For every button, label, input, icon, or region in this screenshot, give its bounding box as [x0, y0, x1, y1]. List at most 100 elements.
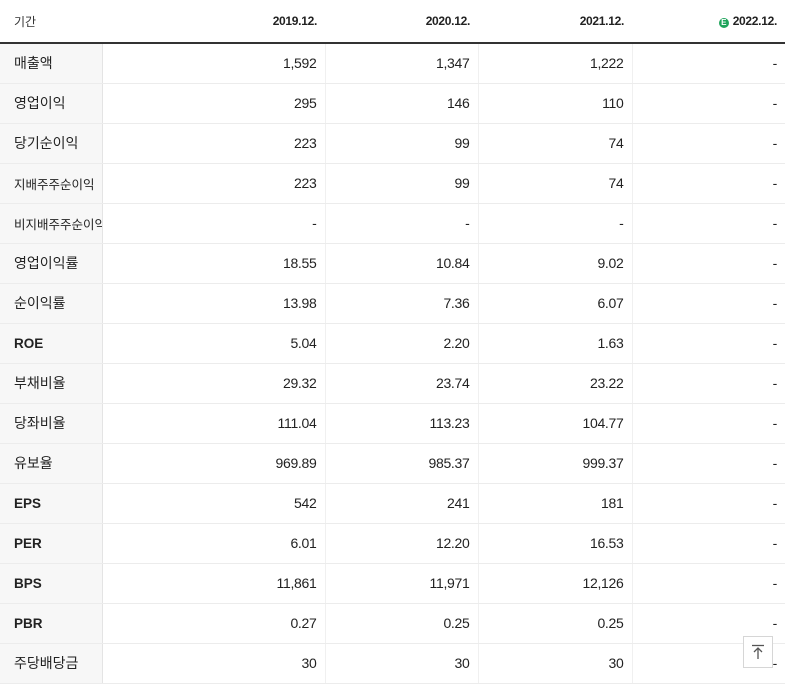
year-header: 2021.12.: [478, 0, 632, 44]
value-cell: 5.04: [101, 323, 325, 364]
value-cell: -: [631, 403, 785, 444]
value-cell: 1.63: [477, 323, 632, 364]
value-cell: 9.02: [477, 242, 632, 284]
scroll-to-top-button[interactable]: [743, 636, 773, 668]
row-label: PER: [0, 523, 103, 564]
value-cell: 30: [324, 642, 478, 684]
value-cell: 111.04: [101, 403, 325, 444]
arrow-up-to-top-icon: [752, 644, 764, 659]
value-cell: 12.20: [324, 523, 478, 564]
value-cell: -: [101, 203, 325, 244]
row-label: BPS: [0, 563, 103, 604]
value-cell: 999.37: [477, 443, 632, 484]
table-row: 부채비율 29.32 23.74 23.22-: [0, 362, 785, 404]
row-label: 지배주주순이익: [0, 163, 103, 204]
value-cell: 1,592: [101, 43, 325, 84]
row-label: 당기순이익: [0, 123, 103, 164]
row-label: EPS: [0, 482, 103, 524]
value-cell: 181: [477, 482, 632, 524]
table-row: BPS 11,861 11,971 12,126-: [0, 563, 785, 604]
value-cell: 2.20: [324, 323, 478, 364]
value-cell: 23.22: [477, 362, 632, 404]
value-cell: 16.53: [477, 523, 632, 564]
value-cell: -: [631, 482, 785, 524]
value-cell: 104.77: [477, 403, 632, 444]
row-label: 영업이익률: [0, 242, 103, 284]
value-cell: -: [631, 283, 785, 324]
value-cell: 30: [477, 642, 632, 684]
value-cell: 12,126: [477, 563, 632, 604]
table-row: 매출액 1,592 1,347 1,222-: [0, 43, 785, 84]
value-cell: 985.37: [324, 443, 478, 484]
row-label: 비지배주주순이익: [0, 203, 103, 244]
value-cell: 29.32: [101, 362, 325, 404]
row-label: 주당배당금: [0, 642, 103, 684]
value-cell: 99: [324, 163, 478, 204]
table-row: 영업이익률 18.55 10.84 9.02-: [0, 242, 785, 284]
table-row: 비지배주주순이익 - - - -: [0, 203, 785, 244]
value-cell: 1,347: [324, 43, 478, 84]
value-cell: 13.98: [101, 283, 325, 324]
value-cell: -: [631, 563, 785, 604]
value-cell: -: [631, 163, 785, 204]
table-header-row: 기간 2019.12. 2020.12. 2021.12. E 2022.12.: [0, 0, 785, 44]
year-header-estimate: E 2022.12.: [632, 0, 785, 44]
estimate-icon: E: [718, 18, 729, 28]
period-header: 기간: [0, 0, 102, 44]
value-cell: 23.74: [324, 362, 478, 404]
row-label: 당좌비율: [0, 403, 103, 444]
value-cell: 74: [477, 163, 632, 204]
table-row: EPS 542 241 181-: [0, 482, 785, 524]
table-row: 유보율 969.89 985.37 999.37-: [0, 443, 785, 484]
year-label: 2019.12.: [272, 14, 318, 28]
value-cell: 6.01: [101, 523, 325, 564]
row-label: 영업이익: [0, 83, 103, 124]
row-label: 매출액: [0, 43, 103, 84]
value-cell: 11,861: [101, 563, 325, 604]
value-cell: 0.25: [477, 603, 632, 644]
year-label: 2020.12.: [425, 14, 471, 28]
value-cell: 542: [101, 482, 325, 524]
value-cell: 6.07: [477, 283, 632, 324]
year-label: 2021.12.: [579, 14, 625, 28]
row-label: 유보율: [0, 443, 103, 484]
table-row: 순이익률 13.98 7.36 6.07-: [0, 283, 785, 324]
value-cell: -: [631, 123, 785, 164]
table-row: 지배주주순이익 223 99 74-: [0, 163, 785, 204]
value-cell: 223: [101, 163, 325, 204]
year-label: 2022.12.: [732, 14, 778, 28]
value-cell: -: [477, 203, 632, 244]
value-cell: -: [631, 523, 785, 564]
table-row: ROE 5.04 2.20 1.63-: [0, 323, 785, 364]
value-cell: 11,971: [324, 563, 478, 604]
table-row: PER 6.01 12.20 16.53-: [0, 523, 785, 564]
value-cell: 10.84: [324, 242, 478, 284]
value-cell: 113.23: [324, 403, 478, 444]
value-cell: 146: [324, 83, 478, 124]
value-cell: 241: [324, 482, 478, 524]
table-row: 당좌비율 111.04 113.23 104.77-: [0, 403, 785, 444]
value-cell: 18.55: [101, 242, 325, 284]
value-cell: 223: [101, 123, 325, 164]
value-cell: 74: [477, 123, 632, 164]
row-label: 부채비율: [0, 362, 103, 404]
row-label: ROE: [0, 323, 103, 364]
value-cell: -: [631, 242, 785, 284]
value-cell: -: [631, 323, 785, 364]
value-cell: -: [631, 83, 785, 124]
value-cell: 0.25: [324, 603, 478, 644]
value-cell: 30: [101, 642, 325, 684]
year-header: 2019.12.: [102, 0, 325, 44]
table-row: 영업이익 295 146 110-: [0, 83, 785, 124]
value-cell: -: [631, 362, 785, 404]
value-cell: 969.89: [101, 443, 325, 484]
value-cell: 99: [324, 123, 478, 164]
table-row: PBR 0.27 0.25 0.25-: [0, 603, 785, 644]
value-cell: 0.27: [101, 603, 325, 644]
value-cell: -: [631, 43, 785, 84]
table-row: 당기순이익 223 99 74-: [0, 123, 785, 164]
value-cell: 295: [101, 83, 325, 124]
row-label: PBR: [0, 603, 103, 644]
year-header: 2020.12.: [325, 0, 478, 44]
